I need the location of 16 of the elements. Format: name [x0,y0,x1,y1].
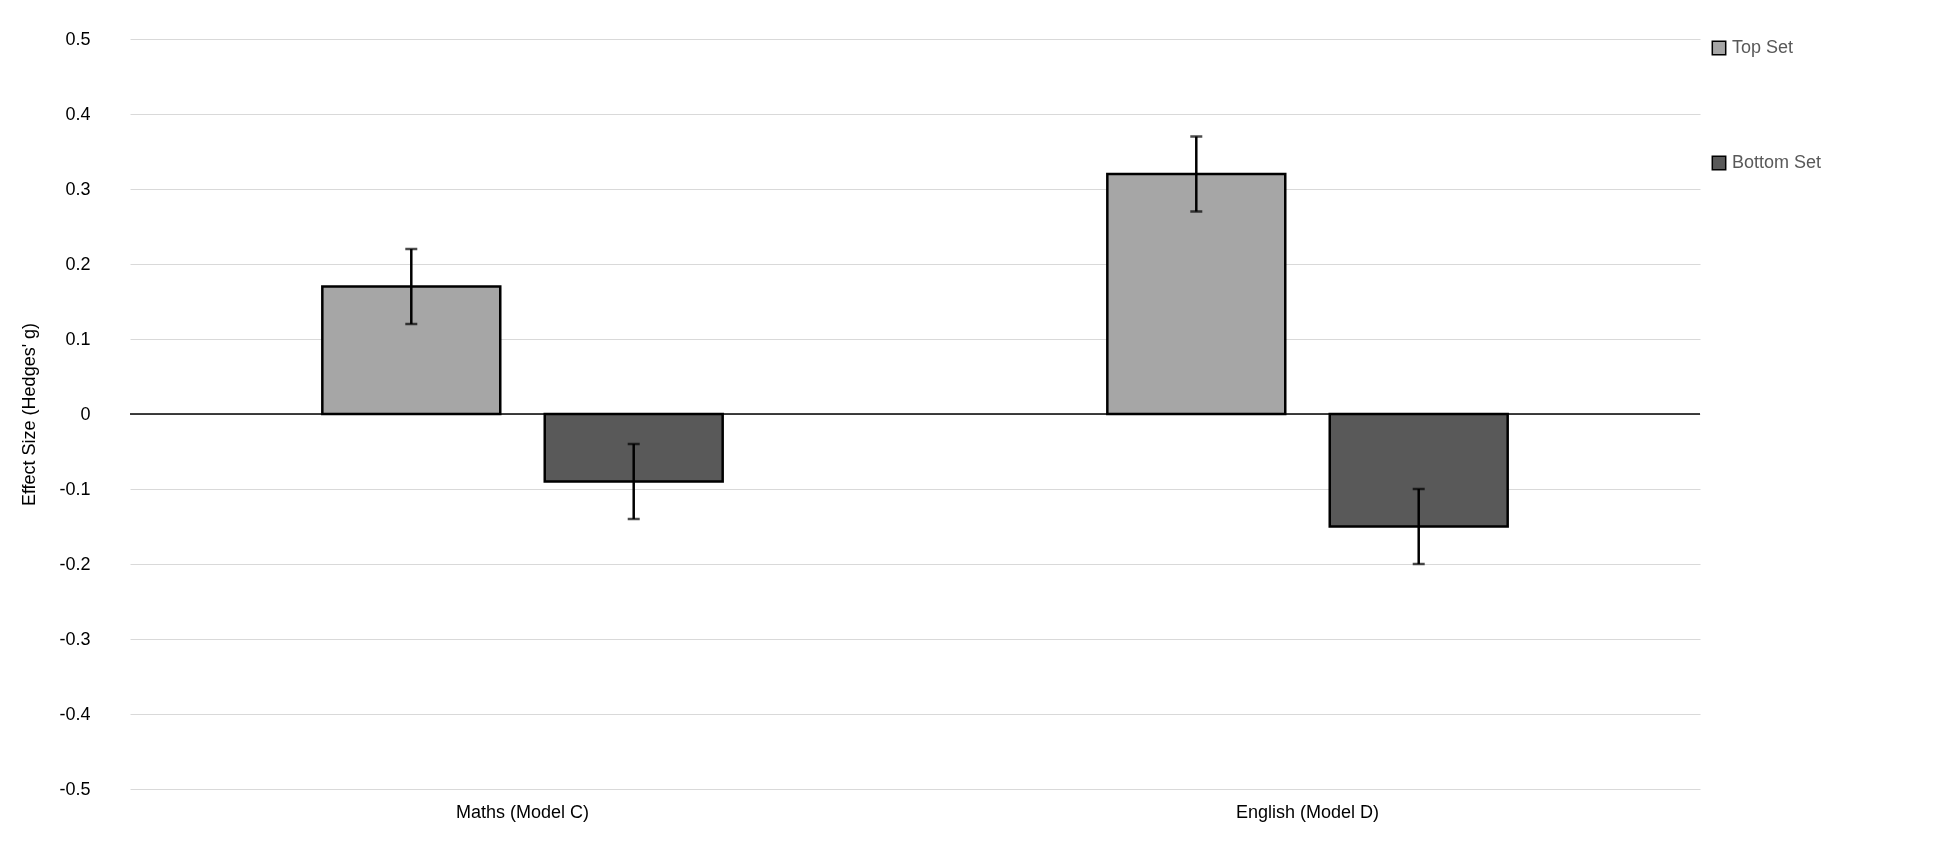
y-tick-label: -0.1 [59,478,91,499]
y-tick-label: 0.2 [65,253,91,274]
y-tick-label: 0.1 [65,328,91,349]
y-tick-label: 0.5 [65,28,91,49]
y-tick-label: 0.4 [65,103,91,124]
y-tick-label: -0.2 [59,553,91,574]
y-tick-label: 0.3 [65,178,91,199]
y-tick-label: 0 [80,403,91,424]
legend-label: Top Set [1732,37,1794,57]
x-tick-label: English (Model D) [1235,801,1380,822]
y-axis-title: Effect Size (Hedges' g) [19,322,40,507]
legend-label: Bottom Set [1732,152,1822,172]
y-tick-label: -0.3 [59,628,91,649]
y-tick-label: -0.5 [59,778,91,799]
x-tick-label: Maths (Model C) [455,801,590,822]
y-tick-label: -0.4 [59,703,91,724]
